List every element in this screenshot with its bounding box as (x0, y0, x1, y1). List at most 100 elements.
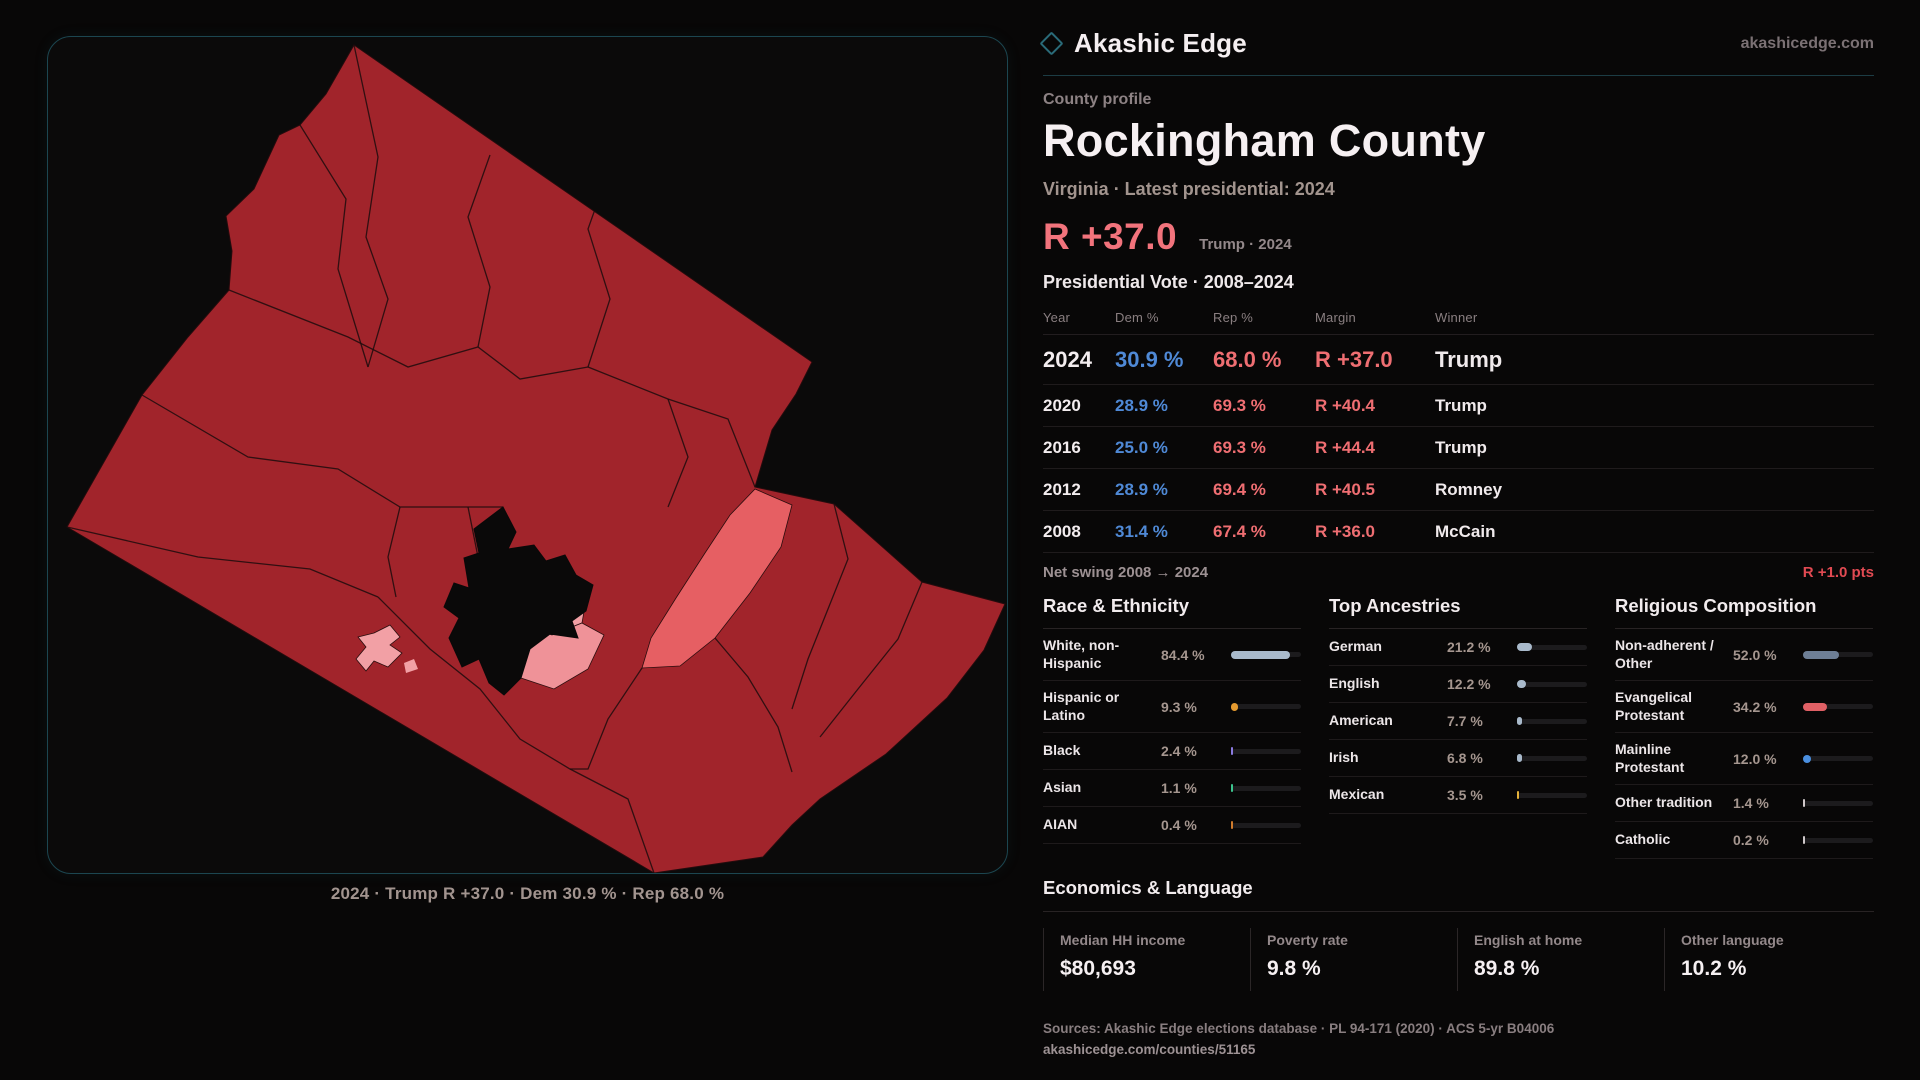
list-item-bar (1517, 680, 1587, 688)
economics-stat: Median HH income $80,693 (1043, 928, 1250, 991)
bar-fill (1517, 791, 1520, 799)
table-row[interactable]: 2016 25.0 % 69.3 % R +44.4 Trump (1043, 427, 1874, 469)
net-swing-label: Net swing 2008 → 2024 (1043, 564, 1209, 581)
table-column-header: Margin (1315, 310, 1356, 325)
list-item[interactable]: Asian 1.1 % (1043, 770, 1301, 807)
county-shape (66, 44, 1006, 873)
precinct-pink-town (355, 624, 403, 672)
table-row[interactable]: 2012 28.9 % 69.4 % R +40.5 Romney (1043, 469, 1874, 511)
cell-margin: R +40.5 (1315, 479, 1376, 499)
list-item-value: 6.8 % (1447, 750, 1483, 766)
list-item-value: 84.4 % (1161, 646, 1205, 663)
list-item[interactable]: AIAN 0.4 % (1043, 807, 1301, 844)
cell-winner: McCain (1435, 521, 1496, 541)
list-item-label: Black (1043, 742, 1081, 759)
list-item-bar (1231, 702, 1301, 711)
list-item-bar (1803, 650, 1873, 659)
cell-margin: R +36.0 (1315, 521, 1376, 541)
headline-context: Trump · 2024 (1199, 236, 1292, 253)
list-item-label: White, non-Hispanic (1043, 637, 1120, 671)
list-item-bar (1517, 717, 1587, 725)
results-table-header: Year Dem % Rep % Margin Winner (1043, 303, 1874, 335)
economics-stat: Other language 10.2 % (1664, 928, 1871, 991)
list-item[interactable]: Hispanic or Latino 9.3 % (1043, 681, 1301, 733)
economics-stat: English at home 89.8 % (1457, 928, 1664, 991)
list-item-bar (1803, 799, 1873, 807)
list-item-bar (1517, 754, 1587, 762)
cell-year: 2008 (1043, 521, 1081, 541)
net-swing-row: Net swing 2008 → 2024 R +1.0 pts (1043, 553, 1874, 587)
cell-rep-pct: 69.4 % (1213, 479, 1266, 499)
economics-stat-value: 10.2 % (1681, 957, 1747, 980)
list-item-value: 9.3 % (1161, 698, 1197, 715)
brand-diamond-icon (1039, 31, 1064, 56)
bar-fill (1803, 650, 1840, 659)
list-item[interactable]: German 21.2 % (1329, 629, 1587, 666)
subtitle: Virginia · Latest presidential: 2024 (1043, 179, 1335, 199)
economics-stat: Poverty rate 9.8 % (1250, 928, 1457, 991)
cell-dem-pct: 25.0 % (1115, 437, 1168, 457)
list-item-bar (1803, 702, 1873, 711)
list-item-bar (1231, 650, 1301, 659)
table-row[interactable]: 2020 28.9 % 69.3 % R +40.4 Trump (1043, 385, 1874, 427)
brand-header: Akashic Edge akashicedge.com (1039, 28, 1874, 76)
bar-track (1231, 785, 1301, 791)
bar-track (1517, 681, 1587, 687)
economics-stat-label: Other language (1681, 932, 1784, 948)
bar-fill (1803, 754, 1812, 763)
list-item[interactable]: Black 2.4 % (1043, 733, 1301, 770)
list-item[interactable]: American 7.7 % (1329, 703, 1587, 740)
sources-line: Sources: Akashic Edge elections database… (1043, 1021, 1555, 1036)
list-item-label: Other tradition (1615, 794, 1713, 811)
cell-rep-pct: 67.4 % (1213, 521, 1266, 541)
list-item[interactable]: Mainline Protestant 12.0 % (1615, 733, 1873, 785)
list-item-value: 0.4 % (1161, 817, 1197, 833)
results-table-body: 2024 30.9 % 68.0 % R +37.0 Trump 2020 28.9 % 69… (1043, 335, 1874, 553)
list-item-label: Mainline Protestant (1615, 741, 1685, 775)
cell-dem-pct: 31.4 % (1115, 521, 1168, 541)
county-map[interactable] (48, 37, 1007, 873)
net-swing-value: R +1.0 pts (1802, 564, 1874, 581)
list-item[interactable]: Mexican 3.5 % (1329, 777, 1587, 814)
list-item-value: 7.7 % (1447, 713, 1483, 729)
cell-rep-pct: 69.3 % (1213, 437, 1266, 457)
list-item[interactable]: Irish 6.8 % (1329, 740, 1587, 777)
list-item-value: 3.5 % (1447, 787, 1483, 803)
list-item-label: German (1329, 638, 1382, 655)
list-item[interactable]: White, non-Hispanic 84.4 % (1043, 629, 1301, 681)
list-item-label: Asian (1043, 779, 1082, 796)
profile-panel: Akashic Edge akashicedge.com County prof… (1039, 28, 1874, 1057)
list-item[interactable]: English 12.2 % (1329, 666, 1587, 703)
cell-dem-pct: 30.9 % (1115, 346, 1184, 372)
cell-year: 2024 (1043, 346, 1092, 372)
brand-domain-link[interactable]: akashicedge.com (1740, 34, 1874, 52)
list-item-value: 1.1 % (1161, 780, 1197, 796)
table-row[interactable]: 2008 31.4 % 67.4 % R +36.0 McCain (1043, 511, 1874, 553)
cell-winner: Trump (1435, 437, 1487, 457)
list-item[interactable]: Non-adherent / Other 52.0 % (1615, 629, 1873, 681)
bar-track (1231, 748, 1301, 754)
list-item[interactable]: Other tradition 1.4 % (1615, 785, 1873, 822)
independent-city-hole (443, 506, 594, 696)
cell-dem-pct: 28.9 % (1115, 395, 1168, 415)
results-table: Year Dem % Rep % Margin Winner 2024 30.9 % 68.… (1043, 303, 1874, 587)
table-row[interactable]: 2024 30.9 % 68.0 % R +37.0 Trump (1043, 335, 1874, 385)
list-item-label: AIAN (1043, 816, 1078, 833)
sources-url-link[interactable]: akashicedge.com/counties/51165 (1043, 1042, 1256, 1057)
bar-fill (1803, 836, 1805, 844)
cell-year: 2020 (1043, 395, 1081, 415)
cell-margin: R +37.0 (1315, 346, 1393, 372)
table-column-header: Rep % (1213, 310, 1254, 325)
list-item[interactable]: Catholic 0.2 % (1615, 822, 1873, 859)
demographics-column: Religious Composition Non-adherent / Othe… (1615, 595, 1873, 859)
brand-name: Akashic Edge (1074, 28, 1247, 58)
bar-fill (1803, 702, 1827, 711)
list-item[interactable]: Evangelical Protestant 34.2 % (1615, 681, 1873, 733)
cell-rep-pct: 69.3 % (1213, 395, 1266, 415)
list-item-label: Evangelical Protestant (1615, 689, 1693, 723)
table-title: Presidential Vote · 2008–2024 (1043, 272, 1294, 292)
cell-dem-pct: 28.9 % (1115, 479, 1168, 499)
demographics-grid: Race & Ethnicity White, non-Hispanic 84.4 … (1043, 595, 1874, 859)
precinct-pink-town-fragment (404, 659, 418, 673)
